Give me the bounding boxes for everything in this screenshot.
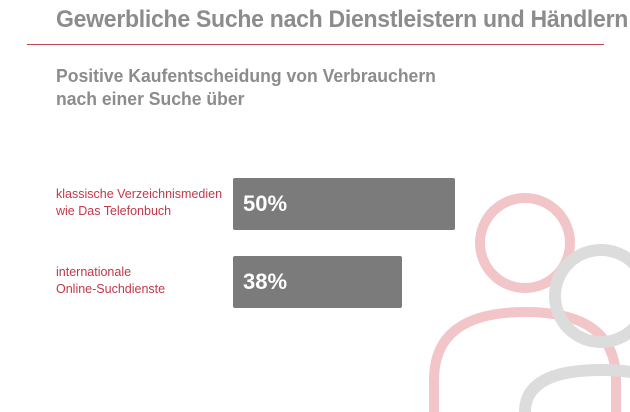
chart-subtitle: Positive Kaufentscheidung von Verbrauche… xyxy=(56,64,436,110)
category-label: klassische Verzeichnismedien wie Das Tele… xyxy=(56,186,222,220)
category-label-line: wie Das Telefonbuch xyxy=(56,204,172,218)
bar: 50% xyxy=(233,178,455,230)
category-label-line: klassische Verzeichnismedien xyxy=(56,187,223,201)
subtitle-line-1: Positive Kaufentscheidung von Verbrauche… xyxy=(56,65,436,86)
subtitle-line-2: nach einer Suche über xyxy=(56,88,245,109)
bar-value-label: 50% xyxy=(243,191,288,216)
category-label: internationale Online-Suchdienste xyxy=(56,264,165,298)
category-label-line: internationale xyxy=(56,265,132,279)
category-label-line: Online-Suchdienste xyxy=(56,282,166,296)
chart-title: Gewerbliche Suche nach Dienstleistern un… xyxy=(56,6,629,33)
title-divider xyxy=(27,44,604,45)
bar-value-label: 38% xyxy=(243,269,288,294)
bar: 38% xyxy=(233,256,402,308)
